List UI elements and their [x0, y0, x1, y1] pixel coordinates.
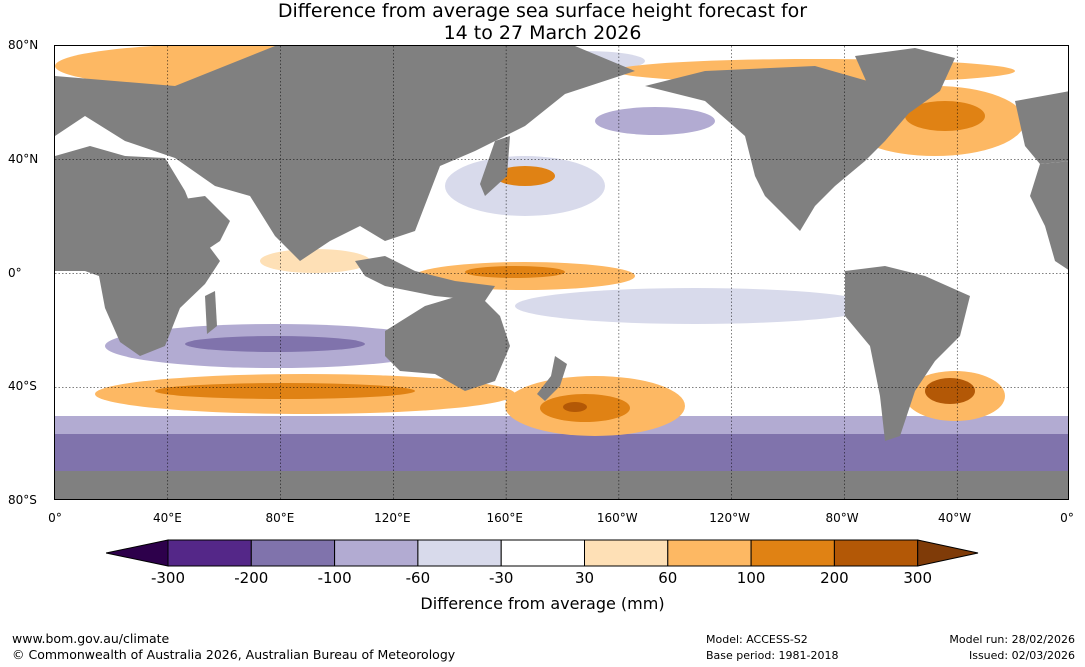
anomaly-map-canvas — [55, 46, 1068, 499]
latitude-label: 40°S — [8, 379, 37, 394]
land-africa — [55, 146, 220, 356]
north-pacific-low — [595, 107, 715, 135]
longitude-label: 0° — [1060, 511, 1074, 525]
land-eurasia — [55, 46, 635, 261]
colorbar-tick-label: -100 — [317, 569, 352, 587]
graticule — [55, 46, 1068, 499]
colorbar-segment — [584, 539, 669, 567]
colorbar-tick-label: 200 — [820, 569, 849, 587]
latitude-label: 40°N — [8, 151, 39, 166]
colorbar-extend-low — [106, 539, 169, 567]
land-australia — [385, 291, 510, 391]
tasman-high-peak — [563, 402, 587, 412]
longitude-label: 160°E — [486, 511, 524, 525]
longitude-label: 80°E — [265, 511, 295, 525]
longitude-label: 120°W — [709, 511, 751, 525]
land-europe — [1015, 91, 1068, 164]
longitude-label: 0° — [48, 511, 62, 525]
footer-url: www.bom.gov.au/climate — [12, 631, 170, 646]
latitude-label: 0° — [8, 265, 22, 280]
longitude-label: 80°W — [825, 511, 859, 525]
land-north-america — [645, 66, 915, 231]
anomaly-map — [54, 45, 1069, 500]
north-atlantic-core — [905, 101, 985, 131]
colorbar-tick-label: 300 — [903, 569, 933, 587]
land-madagascar — [205, 291, 217, 334]
colorbar-tick-label: 30 — [574, 569, 595, 587]
land-indonesia — [355, 256, 495, 301]
colorbar-segment — [667, 539, 752, 567]
colorbar-tick-label: -60 — [405, 569, 431, 587]
arabian-sea-high — [260, 249, 370, 273]
land-antarctica — [55, 471, 1068, 499]
land-layer — [55, 46, 1068, 499]
land-west-africa — [1030, 161, 1068, 270]
colorbar-tick-label: -300 — [150, 569, 186, 587]
longitude-label: 160°W — [596, 511, 638, 525]
footer-model: Model: ACCESS-S2 — [706, 633, 808, 646]
indian-ocean-low-core — [185, 336, 365, 352]
footer-model-run: Model run: 28/02/2026 — [949, 633, 1075, 646]
footer-base-period: Base period: 1981-2018 — [706, 649, 839, 662]
colorbar-tick-label: -30 — [488, 569, 514, 587]
map-title-line1: Difference from average sea surface heig… — [277, 0, 808, 22]
colorbar-tick-label: 100 — [736, 569, 766, 587]
longitude-label: 120°E — [374, 511, 411, 525]
longitude-label: 40°E — [153, 511, 182, 525]
colorbar-segment — [500, 539, 586, 567]
land-greenland — [855, 48, 955, 116]
land-south-america — [845, 266, 970, 441]
colorbar-segment — [417, 539, 502, 567]
colorbar-label: Difference from average (mm) — [420, 594, 665, 613]
land-japan — [480, 136, 510, 196]
south-atlantic-peak — [925, 378, 975, 404]
colorbar — [106, 539, 979, 567]
footer-copyright: © Commonwealth of Australia 2026, Austra… — [12, 647, 456, 662]
equatorial-pacific-core — [465, 266, 565, 278]
colorbar-segment — [250, 539, 336, 567]
kuroshio-high — [495, 166, 555, 186]
land-arabia — [170, 196, 230, 251]
map-title-line2: 14 to 27 March 2026 — [443, 22, 642, 44]
tropical-pacific-low — [515, 288, 875, 324]
colorbar-extend-high — [917, 539, 979, 567]
colorbar-segment — [334, 539, 419, 567]
footer-issued: Issued: 02/03/2026 — [968, 649, 1075, 662]
colorbar-tick-label: 60 — [658, 569, 678, 587]
southern-indian-high-core — [155, 383, 415, 399]
longitude-label: 40°W — [937, 511, 972, 525]
colorbar-tick-label: -200 — [234, 569, 269, 587]
colorbar-segment — [833, 539, 919, 567]
colorbar-segment — [167, 539, 252, 567]
latitude-label: 80°S — [8, 493, 37, 507]
latitude-label: 80°N — [8, 38, 39, 52]
colorbar-segment — [750, 539, 835, 567]
land-new-zealand — [537, 356, 567, 401]
